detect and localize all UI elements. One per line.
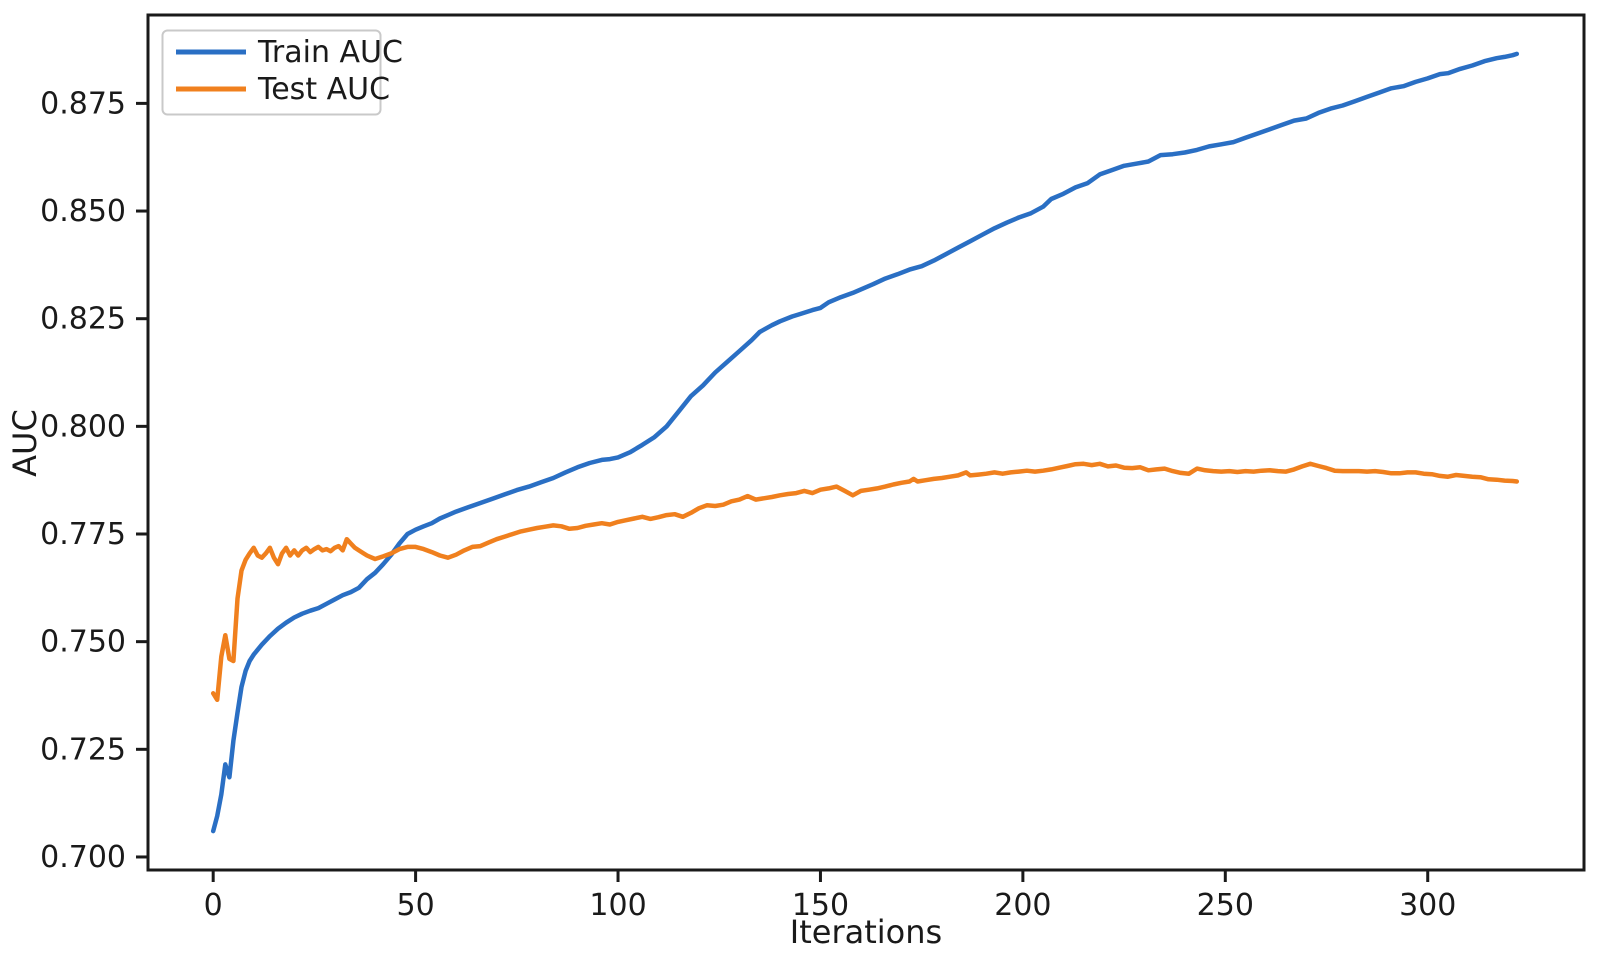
plot-frame xyxy=(146,13,1586,872)
legend-test-label: Test AUC xyxy=(257,72,390,107)
y-axis-label: AUC xyxy=(6,409,44,477)
y-tick-label: 0.875 xyxy=(40,86,126,121)
series-line-train-auc xyxy=(210,51,1520,834)
legend: Train AUC Test AUC xyxy=(161,29,403,116)
y-tick-label: 0.750 xyxy=(40,625,126,660)
x-tick-label: 300 xyxy=(1399,888,1456,923)
x-axis-label: Iterations xyxy=(790,913,942,951)
y-tick-label: 0.850 xyxy=(40,194,126,229)
y-tick-label: 0.775 xyxy=(40,517,126,552)
x-tick-label: 200 xyxy=(994,888,1051,923)
legend-train-label: Train AUC xyxy=(257,35,403,70)
y-tick-label: 0.800 xyxy=(40,409,126,444)
x-tick-label: 150 xyxy=(792,888,849,923)
x-tick-label: 0 xyxy=(204,888,223,923)
y-tick-label: 0.825 xyxy=(40,302,126,337)
x-axis-tick-labels: 0 50 100 150 200 250 300 xyxy=(204,888,1457,923)
x-axis-ticks xyxy=(211,870,1430,882)
y-axis-tick-labels: 0.700 0.725 0.750 0.775 0.800 0.825 0.850 0.875 xyxy=(40,86,126,875)
series-lines xyxy=(210,51,1520,834)
x-tick-label: 50 xyxy=(397,888,435,923)
x-tick-label: 250 xyxy=(1197,888,1254,923)
y-tick-label: 0.700 xyxy=(40,840,126,875)
series-line-test-auc xyxy=(210,461,1520,703)
x-tick-label: 100 xyxy=(589,888,646,923)
y-axis-ticks xyxy=(136,101,148,859)
y-tick-label: 0.725 xyxy=(40,732,126,767)
